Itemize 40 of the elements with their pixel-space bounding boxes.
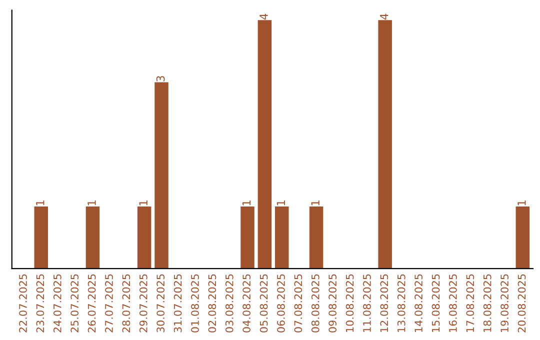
x-tick-label: 16.08.2025 xyxy=(449,274,457,332)
x-tick-label: 24.07.2025 xyxy=(53,274,62,332)
data-label: 1 xyxy=(36,200,44,206)
x-tick-label: 26.07.2025 xyxy=(88,274,96,332)
x-tick-label: 20.08.2025 xyxy=(518,274,526,332)
data-label: 1 xyxy=(311,200,320,206)
x-tick-label: 02.08.2025 xyxy=(208,274,216,332)
x-tick-label: 30.07.2025 xyxy=(156,274,165,332)
x-tick-label: 15.08.2025 xyxy=(432,274,440,332)
x-tick-label: 06.08.2025 xyxy=(277,274,285,332)
x-tick-label: 09.08.2025 xyxy=(328,274,337,332)
x-tick-label: 01.08.2025 xyxy=(191,274,199,332)
x-tick-label: 13.08.2025 xyxy=(397,274,406,332)
x-tick-label: 25.07.2025 xyxy=(70,274,79,332)
x-tick-label: 08.08.2025 xyxy=(311,274,320,332)
x-tick-label: 17.08.2025 xyxy=(466,274,474,332)
x-tick-label: 10.08.2025 xyxy=(346,274,354,332)
x-tick-label: 22.07.2025 xyxy=(19,274,27,332)
x-tick-label: 19.08.2025 xyxy=(500,274,508,332)
data-label: 1 xyxy=(276,200,285,206)
x-tick-label: 18.08.2025 xyxy=(483,274,492,332)
data-label: 4 xyxy=(260,14,268,20)
data-label: 1 xyxy=(139,200,148,206)
x-tick-label: 04.08.2025 xyxy=(242,274,251,332)
x-tick-label: 28.07.2025 xyxy=(122,274,130,332)
data-label: 1 xyxy=(88,200,96,206)
x-tick-label: 29.07.2025 xyxy=(139,274,148,332)
x-tick-label: 05.08.2025 xyxy=(260,274,268,332)
x-tick-label: 31.07.2025 xyxy=(174,274,182,332)
x-tick-label: 27.07.2025 xyxy=(105,274,113,332)
x-tick-label: 03.08.2025 xyxy=(225,274,234,332)
x-tick-label: 11.08.2025 xyxy=(363,274,371,332)
x-tick-label: 12.08.2025 xyxy=(380,274,388,332)
data-label: 3 xyxy=(156,76,165,82)
x-tick-label: 14.08.2025 xyxy=(414,274,422,332)
data-label: 1 xyxy=(518,200,526,206)
x-tick-label: 23.07.2025 xyxy=(36,274,44,332)
data-label: 4 xyxy=(380,14,388,20)
x-tick-label: 07.08.2025 xyxy=(294,274,302,332)
data-label: 1 xyxy=(242,200,251,206)
